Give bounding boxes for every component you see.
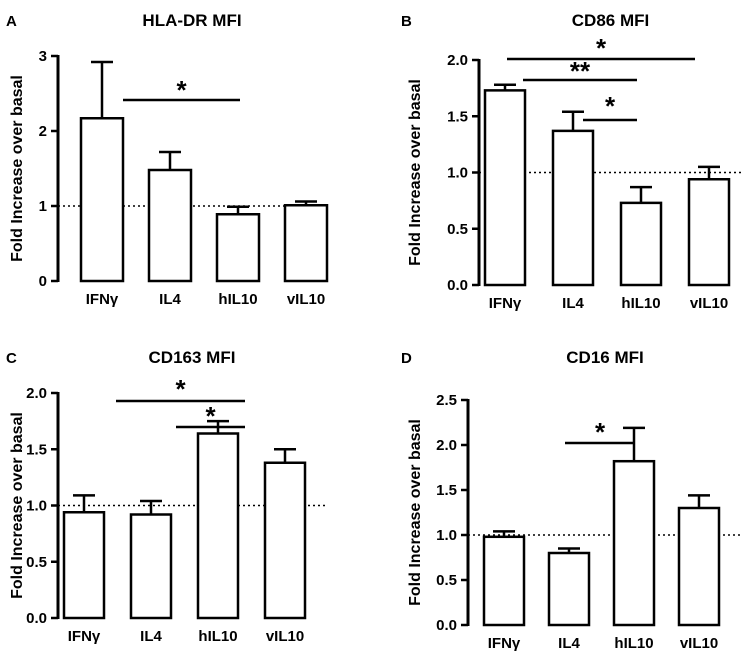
significance-label: * — [605, 91, 616, 121]
panel-letter: D — [401, 350, 412, 367]
y-tick-label: 0.5 — [26, 554, 47, 571]
y-axis-label: Fold Increase over basal — [9, 412, 26, 599]
panel-letter: A — [6, 13, 17, 30]
y-tick-label: 1.5 — [447, 108, 468, 125]
category-label: IL4 — [140, 628, 162, 645]
category-label: hIL10 — [621, 295, 660, 312]
y-axis-label: Fold Increase over basal — [407, 79, 424, 266]
category-label: hIL10 — [614, 635, 653, 652]
bar-0 — [482, 535, 526, 627]
category-label: vIL10 — [690, 295, 728, 312]
y-tick-label: 2.0 — [436, 437, 457, 454]
category-label: vIL10 — [287, 291, 325, 308]
y-tick-label: 1.0 — [26, 498, 47, 515]
category-label: vIL10 — [680, 635, 718, 652]
category-label: hIL10 — [198, 628, 237, 645]
bar-1 — [551, 129, 595, 287]
category-label: IFNγ — [489, 295, 522, 312]
panel-letter: C — [6, 350, 17, 367]
bar-3 — [283, 204, 329, 283]
chart-title: CD86 MFI — [572, 11, 649, 30]
bar-2 — [612, 459, 656, 627]
bar-3 — [263, 461, 307, 620]
significance-label: ** — [570, 56, 591, 86]
y-tick-label: 1.0 — [436, 527, 457, 544]
panel-a: A HLA-DR MFI Fold Increase over basal 0 1 2 3 I… — [6, 11, 329, 308]
significance-label: * — [596, 33, 607, 63]
y-tick-label: 1.5 — [436, 482, 457, 499]
bar-3 — [677, 506, 721, 627]
chart-title: HLA-DR MFI — [142, 11, 241, 30]
y-tick-label: 0.0 — [436, 617, 457, 634]
y-tick-label: 2.0 — [447, 52, 468, 69]
bar-2 — [215, 213, 261, 283]
significance-label: * — [175, 374, 186, 404]
bar-2 — [619, 201, 663, 287]
y-axis-label: Fold Increase over basal — [9, 75, 26, 262]
bar-3 — [687, 178, 731, 287]
category-label: IL4 — [558, 635, 580, 652]
panel-letter: B — [401, 13, 412, 30]
y-tick-label: 2 — [39, 123, 47, 140]
bar-0 — [79, 117, 125, 283]
bar-2 — [196, 432, 240, 620]
category-label: IFNγ — [86, 291, 119, 308]
y-tick-label: 1 — [39, 198, 47, 215]
y-axis-label: Fold Increase over basal — [407, 419, 424, 606]
y-tick-label: 0.5 — [436, 572, 457, 589]
y-tick-label: 2.0 — [26, 385, 47, 402]
significance-label: * — [205, 401, 216, 431]
significance-label: * — [176, 75, 187, 105]
category-label: IL4 — [159, 291, 181, 308]
category-label: IFNγ — [68, 628, 101, 645]
y-tick-label: 3 — [39, 48, 47, 65]
chart-title: CD163 MFI — [149, 348, 236, 367]
bar-1 — [129, 513, 173, 620]
panel-b: B CD86 MFI Fold Increase over basal 0.0 0.5 1… — [401, 11, 742, 312]
y-tick-label: 1.5 — [26, 441, 47, 458]
y-tick-label: 0.0 — [447, 277, 468, 294]
category-label: IL4 — [562, 295, 584, 312]
bar-1 — [547, 551, 591, 627]
bar-0 — [483, 89, 527, 287]
category-label: hIL10 — [218, 291, 257, 308]
category-label: vIL10 — [266, 628, 304, 645]
bar-1 — [147, 168, 193, 283]
significance-label: * — [595, 417, 606, 447]
y-tick-label: 0 — [39, 273, 47, 290]
category-label: IFNγ — [488, 635, 521, 652]
y-tick-label: 0.0 — [26, 610, 47, 627]
panel-d: D CD16 MFI Fold Increase over basal 0.0 0.5 1… — [401, 348, 742, 652]
y-tick-label: 1.0 — [447, 165, 468, 182]
y-tick-label: 2.5 — [436, 392, 457, 409]
chart-title: CD16 MFI — [566, 348, 643, 367]
y-tick-label: 0.5 — [447, 221, 468, 238]
bar-0 — [62, 511, 106, 620]
